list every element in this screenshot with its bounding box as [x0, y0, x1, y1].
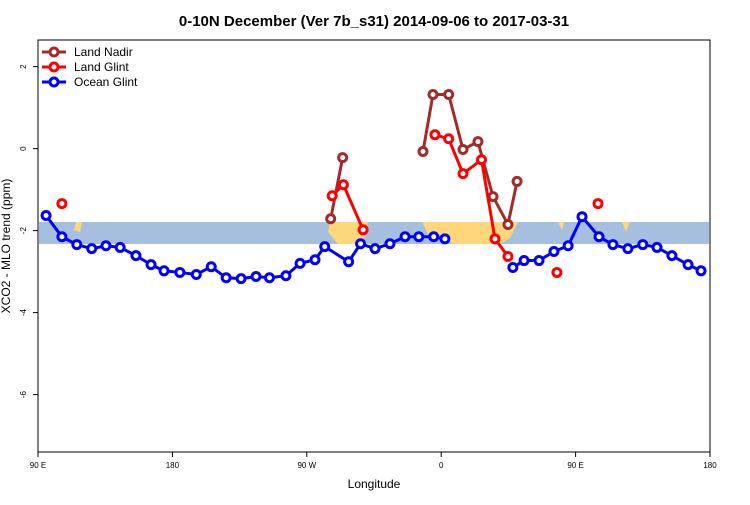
x-tick-label: 180: [166, 461, 180, 470]
data-point: [190, 268, 202, 280]
data-point: [309, 254, 321, 266]
data-point: [472, 136, 484, 148]
data-point: [507, 262, 519, 274]
data-point: [682, 259, 694, 271]
data-point: [399, 231, 411, 243]
data-point: [427, 89, 439, 101]
data-point: [439, 233, 451, 245]
data-point: [337, 179, 349, 191]
data-point: [502, 218, 514, 230]
data-point: [428, 231, 440, 243]
data-point: [326, 190, 338, 202]
data-point: [551, 266, 563, 278]
y-tick-label: 0: [19, 146, 28, 151]
data-point: [511, 175, 523, 187]
data-point: [666, 250, 678, 262]
data-point: [319, 241, 331, 253]
data-point: [263, 272, 275, 284]
data-point: [56, 231, 68, 243]
data-point: [337, 152, 349, 164]
legend-marker: [48, 46, 60, 58]
x-tick-label: 90 E: [567, 461, 583, 470]
data-point: [637, 239, 649, 251]
series-line: [44, 214, 446, 281]
land-patch: [622, 222, 630, 232]
x-tick-label: 0: [439, 461, 444, 470]
y-tick-label: -2: [19, 227, 28, 235]
data-point: [593, 231, 605, 243]
data-point: [369, 243, 381, 255]
series-line: [329, 157, 345, 220]
data-point: [417, 146, 429, 158]
data-point: [40, 209, 52, 221]
data-point: [343, 256, 355, 268]
data-point: [576, 211, 588, 223]
land-patch: [74, 222, 82, 232]
y-axis-label: XCO2 - MLO trend (ppm): [0, 179, 13, 314]
data-point: [592, 198, 604, 210]
data-point: [294, 257, 306, 269]
data-point: [384, 238, 396, 250]
data-point: [235, 273, 247, 285]
chart-title: 0-10N December (Ver 7b_s31) 2014-09-06 t…: [179, 13, 569, 30]
data-point: [429, 129, 441, 141]
data-point: [250, 271, 262, 283]
x-axis-label: Longitude: [348, 477, 401, 491]
land-patch: [558, 222, 564, 230]
data-point: [457, 143, 469, 155]
data-point: [622, 243, 634, 255]
data-point: [280, 270, 292, 282]
legend-label: Ocean Glint: [74, 75, 138, 89]
data-point: [413, 231, 425, 243]
data-point: [489, 233, 501, 245]
data-point: [130, 250, 142, 262]
data-point: [205, 261, 217, 273]
data-point: [174, 266, 186, 278]
y-tick-label: 2: [19, 64, 28, 69]
data-point: [518, 255, 530, 267]
legend-marker: [48, 61, 60, 73]
legend-marker: [48, 76, 60, 88]
data-point: [325, 213, 337, 225]
data-point: [145, 259, 157, 271]
legend-label: Land Glint: [74, 60, 129, 74]
data-point: [651, 241, 663, 253]
x-tick-label: 90 W: [297, 461, 316, 470]
y-tick-label: -4: [19, 309, 28, 317]
legend-label: Land Nadir: [74, 45, 133, 59]
data-point: [562, 240, 574, 252]
x-tick-label: 180: [703, 461, 717, 470]
data-point: [476, 154, 488, 166]
data-point: [533, 255, 545, 267]
data-point: [71, 239, 83, 251]
data-point: [502, 250, 514, 262]
data-point: [487, 191, 499, 203]
data-point: [457, 168, 469, 180]
data-point: [220, 272, 232, 284]
series-line: [421, 93, 519, 229]
x-tick-label: 90 E: [30, 461, 46, 470]
data-point: [355, 238, 367, 250]
data-point: [443, 89, 455, 101]
data-point: [357, 224, 369, 236]
data-point: [158, 265, 170, 277]
plot-frame: [37, 39, 711, 453]
data-point: [100, 240, 112, 252]
data-point: [114, 241, 126, 253]
ocean-strip: [39, 222, 709, 244]
data-point: [548, 246, 560, 258]
data-point: [86, 243, 98, 255]
data-point: [443, 133, 455, 145]
data-point: [607, 239, 619, 251]
y-tick-label: -6: [19, 391, 28, 399]
land-patch: [328, 222, 368, 244]
data-point: [56, 198, 68, 210]
data-point: [695, 265, 707, 277]
